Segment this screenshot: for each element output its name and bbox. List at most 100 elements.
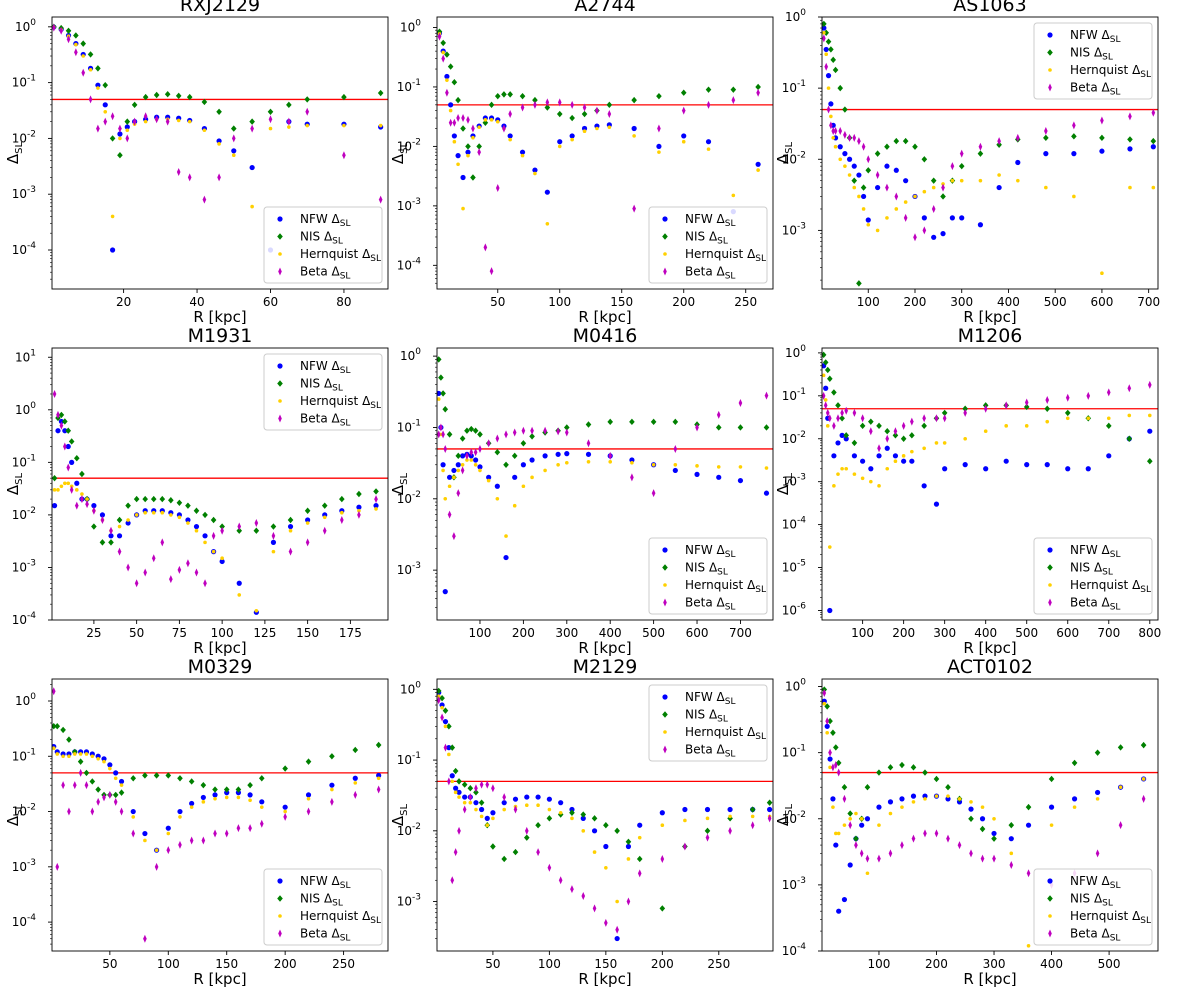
nfw-point — [477, 464, 483, 470]
hernquist-point — [877, 484, 881, 488]
nis-point — [52, 474, 58, 482]
hernquist-point — [1049, 823, 1054, 827]
hernquist-point — [59, 484, 64, 489]
hernquist-point — [378, 123, 383, 128]
nfw-point — [462, 794, 468, 800]
beta-point — [448, 118, 453, 127]
hernquist-legend-marker — [278, 252, 282, 256]
panel-title: M0416 — [573, 325, 638, 347]
nis-point — [125, 502, 131, 509]
plot-area — [52, 687, 388, 943]
nis-point — [826, 375, 833, 382]
beta-point — [885, 183, 889, 192]
beta-point — [211, 531, 216, 540]
hernquist-point — [466, 153, 470, 158]
nis-point — [168, 497, 174, 504]
beta-point — [202, 195, 207, 204]
beta-point — [570, 100, 574, 109]
nis-point — [656, 92, 662, 100]
nis-point — [1127, 136, 1133, 143]
x-tick-label: 700 — [729, 626, 752, 640]
hernquist-point — [657, 150, 661, 154]
nfw-point — [91, 503, 97, 509]
nis-point — [200, 781, 207, 789]
nfw-point — [442, 589, 448, 595]
nis-point — [112, 791, 119, 799]
x-tick-label: 200 — [651, 957, 674, 971]
hernquist-point — [117, 524, 122, 529]
nis-point — [216, 108, 222, 115]
beta-point — [109, 526, 113, 535]
hernquist-point — [477, 125, 481, 130]
nfw-point — [1044, 461, 1050, 468]
beta-point — [502, 793, 506, 802]
y-tick-label: 10-3 — [782, 876, 806, 892]
y-tick-label: 100 — [15, 401, 36, 417]
legend-label-hernquist: Hernquist ΔSL — [685, 578, 766, 595]
x-tick-label: 150 — [296, 626, 319, 640]
beta-point — [478, 444, 482, 453]
beta-legend-marker — [278, 929, 282, 938]
hernquist-point — [1072, 805, 1077, 809]
beta-point — [877, 444, 881, 453]
nis-point — [1117, 744, 1124, 751]
nfw-point — [446, 474, 453, 480]
nfw-point — [1150, 144, 1156, 150]
nfw-point — [977, 222, 984, 228]
hernquist-point — [607, 125, 612, 130]
y-tick-label: 10-4 — [12, 241, 37, 257]
beta-point — [441, 54, 445, 63]
nfw-point — [356, 504, 362, 510]
hernquist-point — [166, 831, 171, 836]
nfw-point — [860, 458, 866, 464]
hernquist-point — [980, 805, 985, 809]
nis-point — [210, 516, 217, 524]
beta-point — [287, 117, 291, 126]
nis-point — [177, 775, 183, 782]
y-tick-label: 100 — [15, 692, 36, 708]
nfw-point — [494, 483, 500, 489]
hernquist-point — [592, 850, 597, 854]
nis-point — [188, 778, 195, 785]
beta-point — [66, 35, 71, 44]
nis-point — [501, 91, 507, 98]
beta-point — [56, 410, 60, 419]
panel-m1931: M1931 25 50 75 100 125 150 175 10-4 10-3 10-2 10-1 1… — [4, 325, 389, 657]
x-tick-label: 80 — [336, 295, 351, 309]
nis-point — [581, 110, 588, 118]
nfw-point — [1106, 453, 1112, 459]
hernquist-point — [237, 593, 242, 597]
nfw-point — [453, 785, 459, 791]
hernquist-point — [213, 797, 217, 801]
beta-point — [74, 48, 78, 57]
beta-point — [903, 213, 908, 222]
nis-point — [286, 101, 292, 109]
beta-point — [460, 466, 465, 475]
hernquist-point — [829, 114, 833, 119]
hernquist-point — [1024, 424, 1029, 428]
hernquist-point — [756, 168, 760, 172]
nfw-point — [876, 453, 882, 459]
nis-point — [841, 784, 848, 791]
nis-point — [442, 707, 449, 714]
hernquist-point — [524, 803, 529, 808]
x-tick-label: 100 — [548, 295, 571, 309]
hernquist-point — [822, 701, 827, 706]
x-tick-label: 100 — [211, 626, 234, 640]
nfw-point — [892, 453, 899, 459]
nis-point — [258, 775, 265, 782]
nis-point — [247, 781, 253, 789]
beta-point — [922, 414, 926, 423]
panel-title: ACT0102 — [947, 656, 1033, 678]
nis-point — [459, 435, 466, 442]
beta-point — [888, 849, 893, 858]
beta-point — [154, 115, 159, 124]
nis-point — [835, 402, 841, 409]
nis-point — [253, 527, 260, 534]
nis-point — [958, 162, 965, 170]
nis-point — [839, 415, 845, 422]
nfw-point — [212, 792, 218, 798]
hernquist-point — [453, 790, 458, 795]
nis-point — [884, 427, 891, 435]
